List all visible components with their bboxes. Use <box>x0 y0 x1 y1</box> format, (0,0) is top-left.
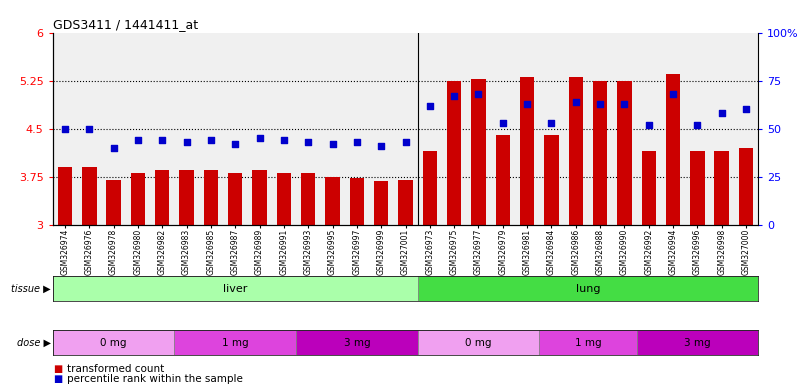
Bar <box>53 276 418 301</box>
Bar <box>350 178 364 225</box>
Point <box>204 137 217 143</box>
Text: 3 mg: 3 mg <box>344 338 370 348</box>
Point <box>83 126 96 132</box>
Bar <box>301 174 315 225</box>
Point <box>618 101 631 107</box>
Bar <box>714 151 729 225</box>
Point <box>740 106 753 113</box>
Point <box>180 139 193 145</box>
Point <box>253 135 266 141</box>
Point <box>642 122 655 128</box>
Point <box>472 91 485 97</box>
Point <box>594 101 607 107</box>
Text: ■: ■ <box>53 374 62 384</box>
Bar <box>179 170 194 225</box>
Bar <box>53 330 174 355</box>
Point <box>496 120 509 126</box>
Point <box>448 93 461 99</box>
Point <box>350 139 363 145</box>
Bar <box>155 170 169 225</box>
Text: dose ▶: dose ▶ <box>17 338 51 348</box>
Point <box>58 126 71 132</box>
Point <box>667 91 680 97</box>
Point <box>326 141 339 147</box>
Bar <box>423 151 437 225</box>
Text: liver: liver <box>223 284 247 294</box>
Point <box>715 110 728 116</box>
Bar <box>739 148 753 225</box>
Point <box>156 137 169 143</box>
Bar <box>496 135 510 225</box>
Point <box>521 101 534 107</box>
Bar <box>252 170 267 225</box>
Text: ■: ■ <box>53 364 62 374</box>
Point <box>107 145 120 151</box>
Bar <box>520 78 534 225</box>
Bar <box>539 330 637 355</box>
Bar <box>690 151 705 225</box>
Bar <box>204 170 218 225</box>
Point <box>229 141 242 147</box>
Text: percentile rank within the sample: percentile rank within the sample <box>67 374 243 384</box>
Bar <box>228 174 242 225</box>
Point <box>277 137 290 143</box>
Bar <box>174 330 296 355</box>
Bar <box>325 177 340 225</box>
Point <box>691 122 704 128</box>
Point <box>399 139 412 145</box>
Bar <box>418 276 758 301</box>
Bar <box>544 135 559 225</box>
Point <box>302 139 315 145</box>
Bar <box>398 180 413 225</box>
Bar <box>277 174 291 225</box>
Point <box>423 103 436 109</box>
Point <box>375 143 388 149</box>
Bar <box>374 181 388 225</box>
Point <box>545 120 558 126</box>
Text: lung: lung <box>576 284 600 294</box>
Text: 0 mg: 0 mg <box>101 338 127 348</box>
Bar <box>569 78 583 225</box>
Bar <box>637 330 758 355</box>
Point <box>131 137 144 143</box>
Text: 1 mg: 1 mg <box>222 338 248 348</box>
Bar <box>471 79 486 225</box>
Text: GDS3411 / 1441411_at: GDS3411 / 1441411_at <box>53 18 198 31</box>
Text: 0 mg: 0 mg <box>466 338 491 348</box>
Bar <box>418 330 539 355</box>
Bar <box>593 81 607 225</box>
Bar <box>296 330 418 355</box>
Text: 3 mg: 3 mg <box>684 338 710 348</box>
Bar <box>447 81 461 225</box>
Bar <box>106 180 121 225</box>
Bar <box>666 74 680 225</box>
Bar <box>131 174 145 225</box>
Bar <box>642 151 656 225</box>
Text: transformed count: transformed count <box>67 364 165 374</box>
Text: 1 mg: 1 mg <box>575 338 601 348</box>
Bar <box>82 167 97 225</box>
Bar <box>58 167 72 225</box>
Bar <box>617 81 632 225</box>
Point <box>569 99 582 105</box>
Text: tissue ▶: tissue ▶ <box>11 284 51 294</box>
